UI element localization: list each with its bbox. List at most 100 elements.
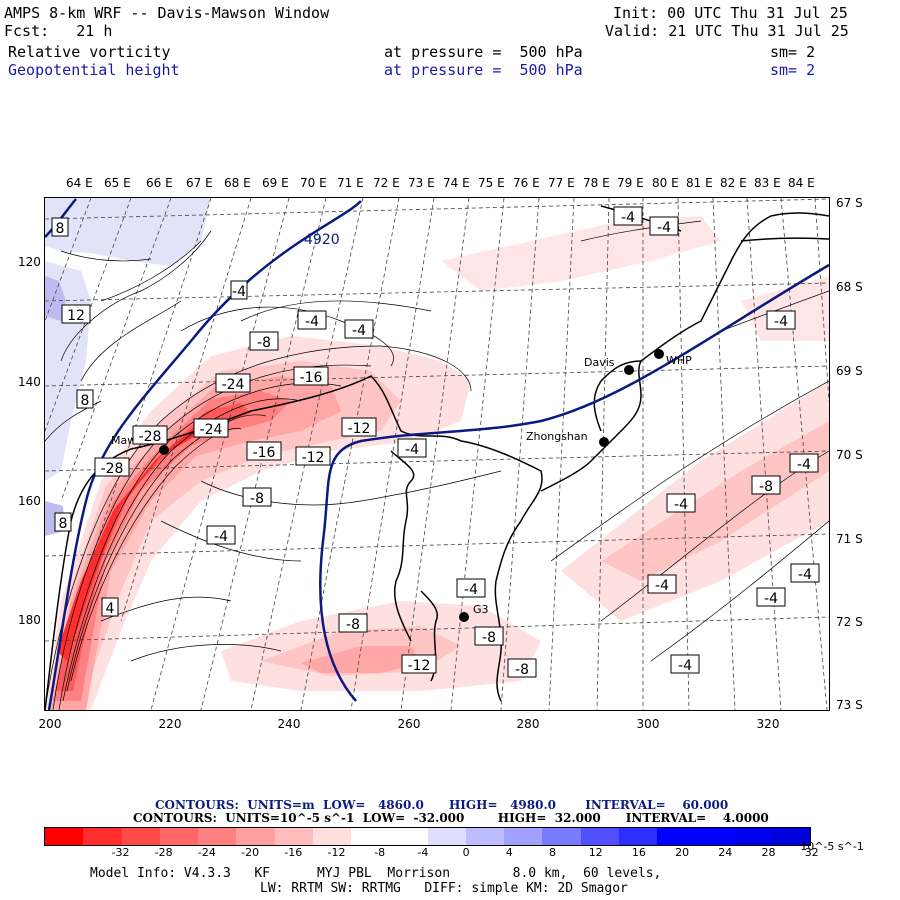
x-tick-label: 280 (516, 717, 540, 731)
height-contour-label: 4920 (304, 232, 340, 248)
vorticity-label: -4 (655, 578, 669, 594)
colorbar-tick-label: 32 (804, 846, 819, 859)
vorticity-label: 8 (81, 393, 90, 409)
lon-label: 75 E (478, 176, 505, 190)
lon-label: 65 E (104, 176, 131, 190)
colorbar-tick-label: 12 (588, 846, 603, 859)
field1-smoothing: sm= 2 (770, 43, 816, 61)
x-tick-label: 200 (38, 717, 62, 731)
x-tick-label: 320 (756, 717, 780, 731)
vorticity-label: -8 (482, 630, 496, 646)
x-tick-label: 300 (636, 717, 660, 731)
station-zhongshan-label: Zhongshan (526, 430, 588, 443)
vorticity-label: -16 (253, 445, 276, 461)
vorticity-label: -4 (232, 284, 246, 300)
vorticity-label: -12 (408, 658, 431, 674)
colorbar-swatch (465, 828, 504, 845)
colorbar-tick-label: 28 (761, 846, 776, 859)
lon-label: 73 E (408, 176, 435, 190)
colorbar-units: 10^-5 s^-1 (800, 840, 864, 853)
colorbar (44, 827, 811, 846)
colorbar-swatch (542, 828, 581, 845)
colorbar-tick-label: -28 (154, 846, 173, 859)
station-markers (159, 349, 664, 622)
station-g3-marker (459, 612, 469, 622)
colorbar-swatch (121, 828, 160, 845)
vorticity-label: -4 (657, 220, 671, 236)
colorbar-swatch (198, 828, 237, 845)
colorbar-swatch (389, 828, 428, 845)
vorticity-label: -4 (798, 567, 812, 583)
vorticity-label: -4 (797, 457, 811, 473)
lat-label: 68 S (836, 280, 863, 294)
vorticity-label: -12 (348, 421, 371, 437)
colorbar-swatch (580, 828, 619, 845)
vorticity-label: -4 (674, 497, 688, 513)
colorbar-swatch (695, 828, 734, 845)
colorbar-tick-label: -32 (111, 846, 130, 859)
colorbar-swatch (45, 828, 84, 845)
lon-label: 78 E (583, 176, 610, 190)
y-tick-label: 120 (18, 255, 41, 269)
vorticity-label: -4 (621, 210, 635, 226)
colorbar-swatch (771, 828, 810, 845)
map-panel[interactable]: Mawson Davis WHP Zhongshan G3 4920 8 12 … (44, 197, 830, 711)
vorticity-label: -24 (200, 422, 223, 438)
station-whp-marker (654, 349, 664, 359)
lat-label: 71 S (836, 532, 863, 546)
colorbar-swatch (657, 828, 696, 845)
vorticity-label: -4 (464, 582, 478, 598)
vorticity-label: -8 (257, 335, 271, 351)
lon-label: 74 E (443, 176, 470, 190)
field2-level: at pressure = 500 hPa (384, 61, 583, 79)
vorticity-label: -4 (405, 442, 419, 458)
colorbar-swatch (312, 828, 351, 845)
lon-label: 64 E (66, 176, 93, 190)
vorticity-label: -4 (352, 323, 366, 339)
lon-label: 70 E (300, 176, 327, 190)
vorticity-label: -28 (101, 461, 124, 477)
lon-label: 81 E (686, 176, 713, 190)
field1-level: at pressure = 500 hPa (384, 43, 583, 61)
vorticity-label: -8 (250, 491, 264, 507)
vorticity-label: -8 (346, 617, 360, 633)
colorbar-tick-label: -4 (417, 846, 429, 859)
x-tick-label: 240 (277, 717, 301, 731)
vorticity-label-group: 8 12 8 8 -4 -4 -4 -8 -24 -16 -28 -24 -16… (51, 206, 820, 678)
vorticity-label: 8 (56, 221, 65, 237)
lon-label: 76 E (513, 176, 540, 190)
y-tick-label: 180 (18, 613, 41, 627)
station-davis-label: Davis (584, 356, 615, 369)
lon-label: 72 E (373, 176, 400, 190)
colorbar-swatch (427, 828, 466, 845)
colorbar-swatch (351, 828, 390, 845)
vorticity-label: -8 (759, 479, 773, 495)
colorbar-tick-label: -24 (197, 846, 216, 859)
field1-name: Relative vorticity (8, 43, 171, 61)
negative-vorticity-shading (45, 216, 829, 710)
lon-label: 84 E (788, 176, 815, 190)
lat-label: 72 S (836, 615, 863, 629)
colorbar-tick-label: -8 (374, 846, 386, 859)
colorbar-tick-label: -16 (284, 846, 303, 859)
station-whp-label: WHP (666, 354, 692, 367)
vorticity-label: -4 (214, 529, 228, 545)
vorticity-label: -16 (300, 370, 323, 386)
y-tick-label: 160 (18, 494, 41, 508)
colorbar-swatch (236, 828, 275, 845)
lon-label: 68 E (224, 176, 251, 190)
lon-label: 80 E (652, 176, 679, 190)
colorbar-tick-label: -20 (241, 846, 260, 859)
colorbar-swatch (733, 828, 772, 845)
colorbar-tick-label: 0 (462, 846, 470, 859)
colorbar-tick-label: 8 (549, 846, 556, 859)
vorticity-label: -8 (515, 662, 529, 678)
lat-label: 73 S (836, 698, 863, 712)
lat-label: 70 S (836, 448, 863, 462)
colorbar-swatch (618, 828, 657, 845)
station-davis-marker (624, 365, 634, 375)
valid-time: Valid: 21 UTC Thu 31 Jul 25 (605, 22, 849, 40)
colorbar-tick-label: -12 (327, 846, 346, 859)
map-canvas: Mawson Davis WHP Zhongshan G3 4920 8 12 … (45, 198, 829, 710)
model-info-line2: LW: RRTM SW: RRTMG DIFF: simple KM: 2D S… (260, 881, 628, 896)
